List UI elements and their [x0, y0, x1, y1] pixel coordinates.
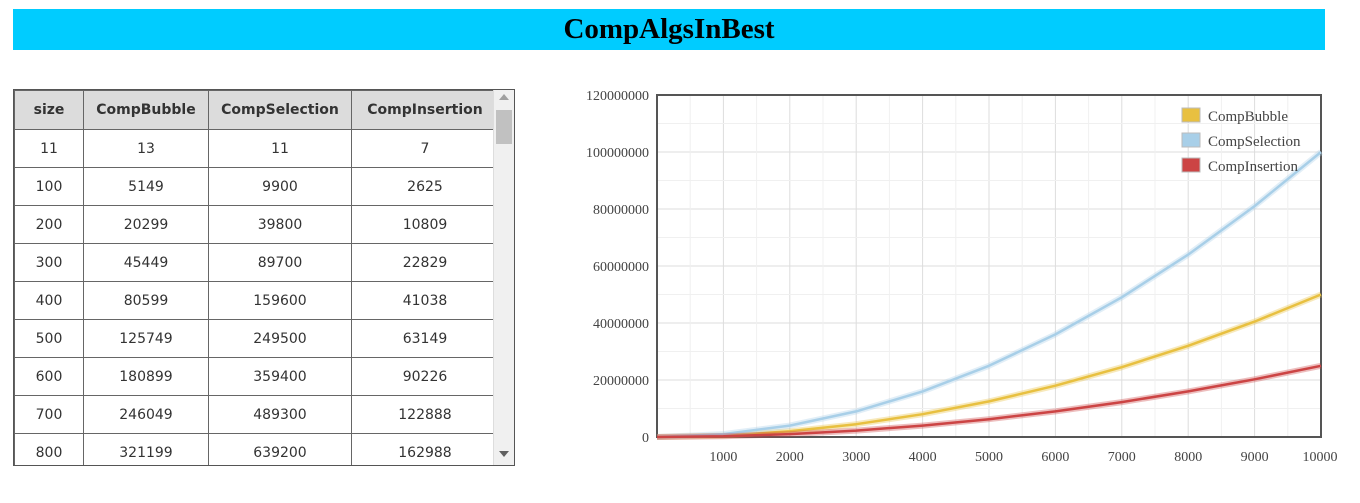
legend-swatch-compinsertion: [1181, 157, 1201, 173]
table-cell: 13: [83, 129, 209, 168]
table-cell: 162988: [351, 433, 494, 465]
y-tick-label: 40000000: [593, 317, 649, 332]
scroll-down-arrow-icon[interactable]: [499, 451, 509, 457]
x-tick-label: 5000: [975, 450, 1003, 465]
table-cell: 11: [14, 129, 84, 168]
table-cell: 321199: [83, 433, 209, 465]
column-header-compselection: CompSelection: [208, 90, 352, 130]
table-cell: 45449: [83, 243, 209, 282]
table-cell: 5149: [83, 167, 209, 206]
x-tick-label: 4000: [909, 450, 937, 465]
table-row: 400 80599 159600 41038: [14, 281, 494, 320]
table-cell: 246049: [83, 395, 209, 434]
column-header-compbubble: CompBubble: [83, 90, 209, 130]
table-row: 500 125749 249500 63149: [14, 319, 494, 358]
table-row: 300 45449 89700 22829: [14, 243, 494, 282]
table-cell: 80599: [83, 281, 209, 320]
table-cell: 22829: [351, 243, 494, 282]
data-table: size CompBubble CompSelection CompInsertion…: [14, 90, 494, 465]
legend-swatch-compbubble: [1181, 107, 1201, 123]
y-tick-label: 0: [642, 431, 649, 446]
table-cell: 489300: [208, 395, 352, 434]
table-row: 800 321199 639200 162988: [14, 433, 494, 465]
legend-label-compinsertion: CompInsertion: [1208, 159, 1298, 175]
scroll-up-arrow-icon[interactable]: [499, 94, 509, 100]
series-line-compinsertion: [656, 364, 1322, 439]
legend-label-compbubble: CompBubble: [1208, 109, 1288, 125]
table-cell: 39800: [208, 205, 352, 244]
y-tick-label: 100000000: [586, 146, 649, 161]
line-chart: 0 20000000 40000000 60000000 80000000 1000000…: [586, 89, 1338, 465]
table-cell: 300: [14, 243, 84, 282]
table-cell: 2625: [351, 167, 494, 206]
table-cell: 11: [208, 129, 352, 168]
table-cell: 20299: [83, 205, 209, 244]
scroll-thumb[interactable]: [496, 110, 512, 144]
table-cell: 700: [14, 395, 84, 434]
legend-swatch-compselection: [1181, 132, 1201, 148]
table-scrollbar[interactable]: [493, 90, 514, 465]
table-cell: 359400: [208, 357, 352, 396]
x-tick-label: 2000: [776, 450, 804, 465]
x-tick-label: 10000: [1303, 450, 1338, 465]
table-cell: 90226: [351, 357, 494, 396]
table-cell: 10809: [351, 205, 494, 244]
table-cell: 600: [14, 357, 84, 396]
table-cell: 159600: [208, 281, 352, 320]
table-row: 11 13 11 7: [14, 129, 494, 168]
series-line-compbubble: [656, 293, 1322, 439]
table-cell: 400: [14, 281, 84, 320]
series-line-compselection: [656, 151, 1322, 439]
plot-frame: [656, 94, 1322, 438]
x-tick-label: 3000: [842, 450, 870, 465]
table-row: 200 20299 39800 10809: [14, 205, 494, 244]
table-cell: 63149: [351, 319, 494, 358]
column-header-compinsertion: CompInsertion: [351, 90, 494, 130]
table-cell: 122888: [351, 395, 494, 434]
x-tick-label: 1000: [709, 450, 737, 465]
column-header-size: size: [14, 90, 84, 130]
table-cell: 639200: [208, 433, 352, 465]
table-cell: 200: [14, 205, 84, 244]
legend-label-compselection: CompSelection: [1208, 134, 1301, 150]
y-tick-label: 80000000: [593, 203, 649, 218]
y-tick-label: 60000000: [593, 260, 649, 275]
table-row: 700 246049 489300 122888: [14, 395, 494, 434]
title-bar: CompAlgsInBest: [13, 9, 1325, 50]
table-cell: 7: [351, 129, 494, 168]
table-cell: 41038: [351, 281, 494, 320]
table-cell: 89700: [208, 243, 352, 282]
table-cell: 500: [14, 319, 84, 358]
x-tick-label: 6000: [1041, 450, 1069, 465]
table-body: 11 13 11 7 100 5149 9900 2625 200 20299 39800 10809…: [14, 129, 494, 465]
x-tick-label: 9000: [1241, 450, 1269, 465]
table-row: 600 180899 359400 90226: [14, 357, 494, 396]
y-tick-label: 120000000: [586, 89, 649, 104]
x-tick-label: 7000: [1108, 450, 1136, 465]
table-cell: 249500: [208, 319, 352, 358]
table-cell: 180899: [83, 357, 209, 396]
x-tick-label: 8000: [1174, 450, 1202, 465]
table-row: 100 5149 9900 2625: [14, 167, 494, 206]
table-cell: 100: [14, 167, 84, 206]
table-cell: 800: [14, 433, 84, 465]
data-table-container[interactable]: size CompBubble CompSelection CompInsertion…: [13, 89, 515, 466]
y-tick-label: 20000000: [593, 374, 649, 389]
page-title: CompAlgsInBest: [563, 13, 775, 45]
table-header-row: size CompBubble CompSelection CompInsertion: [14, 90, 494, 130]
table-cell: 9900: [208, 167, 352, 206]
table-cell: 125749: [83, 319, 209, 358]
